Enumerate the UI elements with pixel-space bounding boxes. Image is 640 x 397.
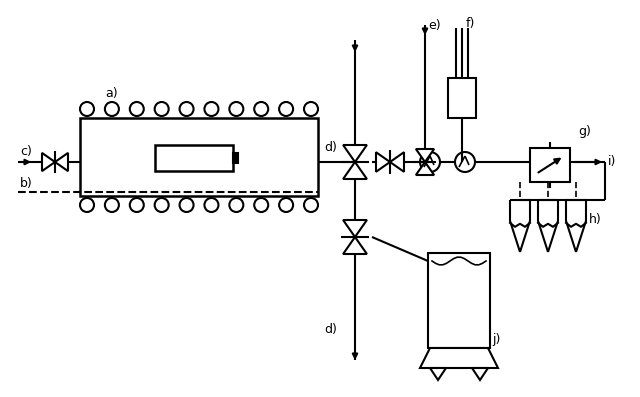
Circle shape: [80, 102, 94, 116]
Circle shape: [229, 102, 243, 116]
Polygon shape: [343, 162, 367, 179]
Text: i): i): [608, 156, 616, 168]
Bar: [233, 153, 238, 163]
Text: b): b): [20, 177, 33, 190]
Circle shape: [155, 198, 169, 212]
Circle shape: [105, 198, 119, 212]
Text: j): j): [492, 333, 500, 347]
Bar: [80, 118, 318, 196]
Text: f): f): [466, 17, 476, 30]
Bar: [448, 78, 476, 118]
Text: g): g): [578, 125, 591, 138]
Circle shape: [279, 198, 293, 212]
Polygon shape: [42, 153, 55, 171]
Circle shape: [304, 198, 318, 212]
Text: e): e): [428, 19, 440, 32]
Circle shape: [279, 102, 293, 116]
Circle shape: [304, 102, 318, 116]
Circle shape: [105, 102, 119, 116]
Polygon shape: [343, 220, 367, 237]
Text: a): a): [105, 87, 118, 100]
Circle shape: [204, 198, 218, 212]
Circle shape: [80, 198, 94, 212]
Circle shape: [254, 102, 268, 116]
Polygon shape: [472, 368, 488, 380]
Circle shape: [180, 198, 193, 212]
Polygon shape: [343, 237, 367, 254]
Polygon shape: [343, 145, 367, 162]
Circle shape: [204, 102, 218, 116]
Polygon shape: [416, 149, 434, 162]
Polygon shape: [376, 152, 390, 172]
Text: d): d): [324, 324, 337, 337]
Circle shape: [130, 198, 144, 212]
Polygon shape: [416, 162, 434, 175]
Circle shape: [254, 198, 268, 212]
Circle shape: [420, 152, 440, 172]
Text: d): d): [324, 141, 337, 154]
Bar: [530, 148, 570, 182]
Circle shape: [130, 102, 144, 116]
Circle shape: [180, 102, 193, 116]
Circle shape: [155, 102, 169, 116]
Text: h): h): [589, 214, 602, 227]
Polygon shape: [420, 348, 498, 368]
Circle shape: [455, 152, 475, 172]
Text: c): c): [20, 145, 32, 158]
Polygon shape: [430, 368, 446, 380]
Bar: [428, 253, 490, 348]
Polygon shape: [390, 152, 404, 172]
Polygon shape: [55, 153, 68, 171]
Circle shape: [229, 198, 243, 212]
Bar: [155, 145, 233, 171]
